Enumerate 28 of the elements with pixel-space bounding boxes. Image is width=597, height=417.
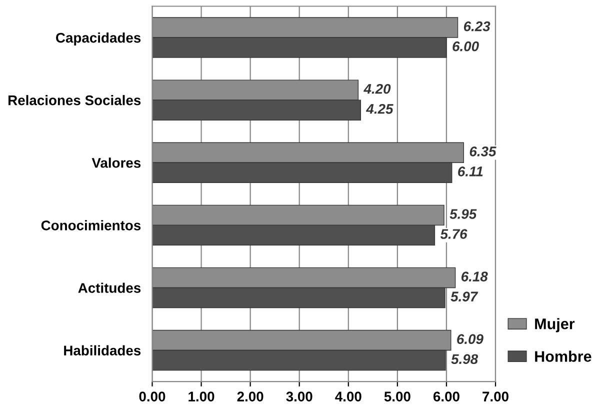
data-label: 5.95: [450, 209, 477, 219]
data-label: 6.11: [458, 166, 483, 176]
x-tick-label: 0.00: [139, 392, 166, 402]
data-label: 6.00: [452, 41, 479, 52]
x-tick-label: 1.00: [188, 392, 214, 402]
data-label: 5.97: [450, 292, 478, 302]
data-label: 6.23: [464, 21, 490, 32]
x-tick-label: 3.00: [286, 392, 312, 402]
legend-label: Hombre: [535, 350, 592, 362]
data-label: 6.35: [470, 146, 496, 156]
x-tick-label: 4.00: [335, 392, 362, 402]
x-tick-label: 7.00: [482, 392, 508, 402]
data-label: 6.09: [457, 334, 484, 344]
data-label: 4.25: [366, 104, 394, 114]
data-label: 4.20: [364, 84, 391, 94]
x-tick-label: 6.00: [433, 392, 460, 402]
y-tick-label: Conocimientos: [41, 220, 141, 230]
x-tick-label: 5.00: [384, 392, 410, 402]
data-label: 5.76: [440, 229, 468, 239]
y-tick-label: Valores: [92, 158, 141, 168]
y-tick-label: Relaciones Sociales: [8, 95, 141, 106]
x-tick-label: 2.00: [237, 392, 264, 402]
y-tick-label: Habilidades: [64, 345, 141, 356]
y-tick-label: Capacidades: [56, 32, 141, 46]
data-label: 6.18: [462, 272, 488, 282]
legend-label: Mujer: [535, 318, 575, 332]
y-tick-label: Actitudes: [78, 282, 141, 293]
data-label: 5.98: [451, 354, 478, 364]
